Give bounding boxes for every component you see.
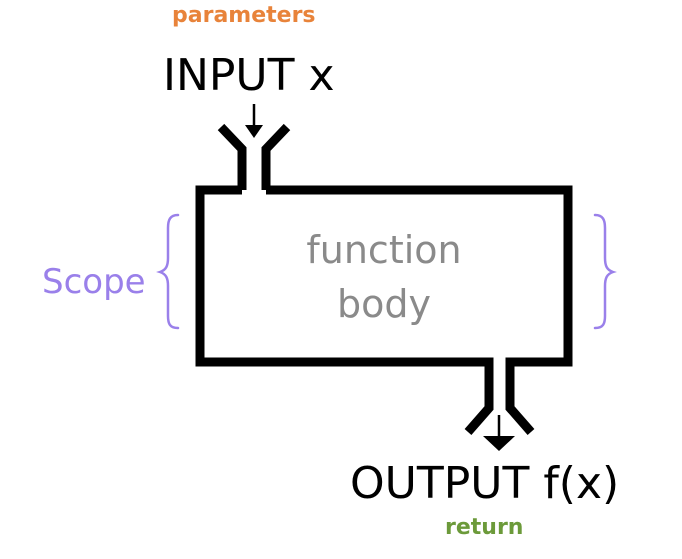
return-label: return	[445, 515, 524, 540]
function-body-label-line1: function	[306, 228, 462, 272]
input-label: INPUT x	[163, 50, 335, 101]
function-box-outline	[195, 123, 573, 435]
output-label: OUTPUT f(x)	[350, 458, 620, 509]
input-arrow-icon	[245, 104, 263, 138]
function-body-label-line2: body	[337, 282, 431, 326]
parameters-label: parameters	[172, 3, 316, 28]
output-arrow-icon	[483, 415, 515, 451]
right-scope-brace	[593, 213, 617, 330]
left-scope-brace	[156, 213, 180, 330]
scope-label: Scope	[42, 262, 146, 302]
